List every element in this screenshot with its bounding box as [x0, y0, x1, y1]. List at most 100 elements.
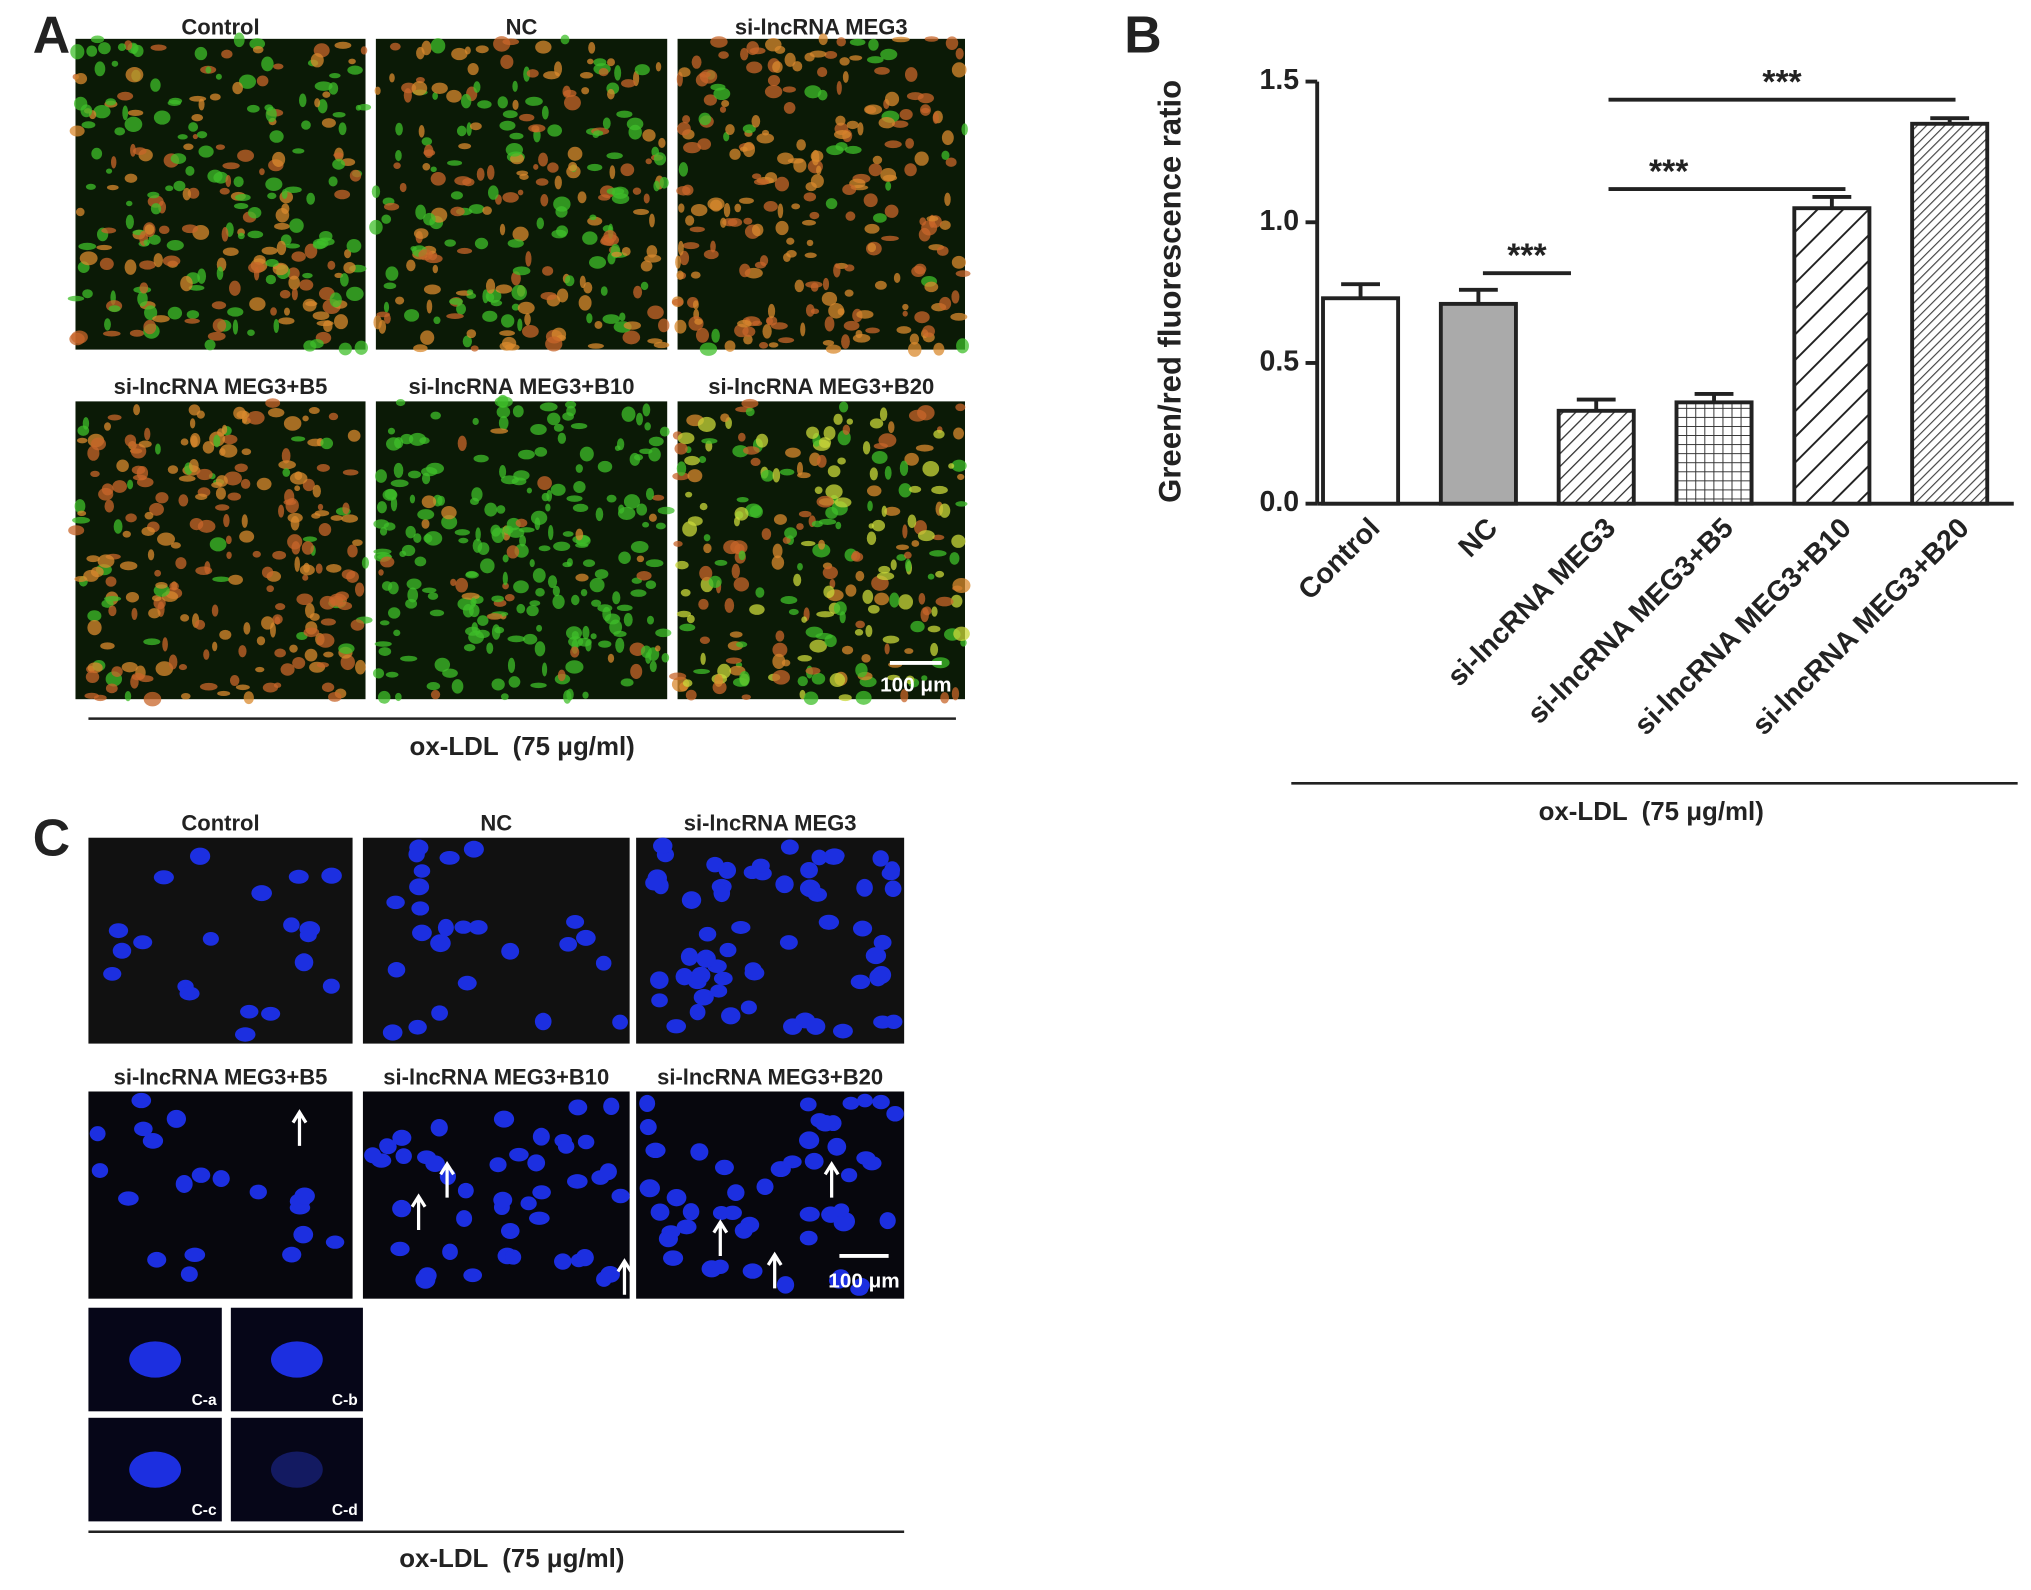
cell: [150, 78, 161, 92]
cell: [855, 620, 866, 629]
cell: [424, 531, 443, 546]
cell: [904, 551, 912, 559]
cell: [844, 264, 855, 272]
cell: [682, 184, 694, 196]
nucleus: [806, 1018, 826, 1035]
cell: [758, 341, 769, 349]
cell: [767, 303, 776, 319]
cell: [606, 494, 617, 503]
cell: [743, 334, 753, 345]
nucleus: [612, 1014, 628, 1030]
cell: [772, 543, 783, 559]
cell: [240, 478, 251, 489]
nucleus: [457, 1182, 474, 1199]
cell: [891, 120, 909, 128]
cell: [865, 327, 880, 334]
cell: [805, 182, 817, 192]
image-title: si-lncRNA MEG3+B20: [657, 1064, 883, 1089]
cell: [182, 187, 191, 201]
cell: [383, 282, 397, 290]
cell: [810, 308, 820, 315]
cell: [133, 404, 141, 416]
cell: [874, 280, 887, 290]
nucleus: [779, 935, 798, 950]
arrow: [712, 1219, 729, 1256]
cell: [127, 479, 134, 490]
cell: [87, 620, 102, 636]
cell: [606, 152, 623, 160]
nucleus: [884, 880, 902, 897]
cell: [221, 49, 233, 59]
nucleus: [166, 1109, 187, 1128]
nucleus: [857, 1093, 873, 1108]
cell: [595, 507, 604, 522]
cell: [347, 429, 361, 442]
nucleus: [408, 846, 425, 863]
cell: [816, 611, 835, 618]
cell: [568, 161, 578, 172]
cell: [188, 122, 199, 132]
cell: [575, 573, 589, 582]
cell: [939, 296, 952, 311]
nucleus: [294, 953, 314, 972]
cell: [456, 247, 473, 254]
cell: [761, 528, 772, 541]
cell: [863, 193, 878, 208]
cell: [746, 41, 760, 56]
cell: [149, 502, 164, 516]
cell: [219, 187, 230, 195]
cell: [143, 239, 150, 246]
cell: [655, 522, 666, 530]
cell: [821, 291, 838, 306]
cell: [788, 608, 799, 616]
cell: [562, 561, 572, 568]
nucleus: [879, 1212, 896, 1230]
cell: [924, 36, 939, 42]
cell: [951, 290, 960, 304]
cell: [538, 152, 548, 167]
cell: [927, 625, 941, 633]
nucleus: [437, 918, 454, 937]
cell: [361, 557, 370, 569]
cell: [691, 55, 702, 69]
cell: [456, 303, 467, 315]
cell: [467, 62, 479, 76]
cell: [794, 279, 805, 293]
cell: [869, 467, 878, 481]
cell: [642, 403, 651, 417]
cell: [720, 413, 730, 422]
cell: [535, 588, 545, 597]
cell: [482, 206, 492, 215]
cell: [556, 225, 569, 237]
cell: [441, 514, 458, 530]
cell: [155, 661, 174, 677]
cell: [811, 672, 826, 685]
cell: [862, 441, 871, 455]
cell: [416, 46, 425, 60]
cell: [628, 124, 642, 140]
cell: [301, 541, 314, 555]
cell: [833, 263, 841, 278]
nucleus: [191, 1167, 211, 1183]
cell: [703, 534, 711, 542]
cell: [348, 58, 356, 65]
cell: [547, 124, 563, 137]
cell: [346, 238, 362, 253]
nucleus: [856, 1151, 876, 1166]
cell: [153, 253, 163, 268]
cell: [194, 619, 206, 630]
cell: [517, 301, 535, 315]
cell: [413, 228, 429, 239]
cell: [147, 191, 160, 199]
cell: [734, 507, 749, 521]
cell: [868, 38, 879, 51]
cell: [222, 247, 239, 257]
nucleus: [663, 1250, 684, 1266]
cell: [423, 212, 436, 226]
cell: [571, 594, 580, 606]
cell: [890, 559, 897, 571]
cell: [377, 501, 387, 514]
cell: [519, 535, 527, 547]
cell: [306, 192, 316, 205]
cell: [589, 577, 605, 593]
